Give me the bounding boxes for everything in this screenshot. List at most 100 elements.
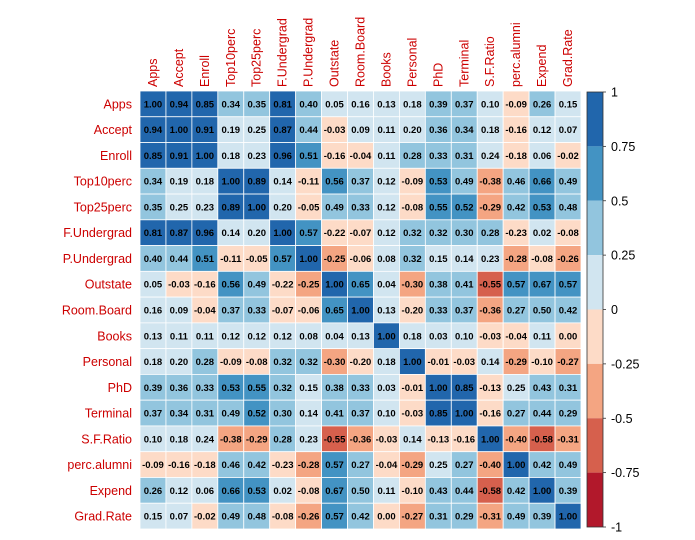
column-label: Terminal [457, 40, 471, 87]
cell-value-label: 0.66 [533, 177, 552, 188]
heatmap-cell [450, 399, 478, 427]
heatmap-cell [217, 219, 245, 246]
cell-value-label: -0.13 [479, 383, 501, 394]
cell-value-label: 0.67 [325, 486, 344, 497]
cell-value-label: 0.42 [533, 460, 552, 471]
heatmap-cell [399, 477, 426, 504]
cell-value-label: -0.04 [505, 331, 527, 342]
legend-tick-label: 0.75 [611, 140, 635, 154]
heatmap-cell [321, 90, 348, 118]
cell-value-label: 1.00 [196, 151, 215, 162]
heatmap-cell [424, 399, 452, 427]
heatmap-cell [269, 425, 297, 453]
cell-value-label: 0.32 [403, 228, 422, 239]
cell-value-label: -0.30 [324, 357, 346, 368]
cell-value-label: 0.49 [559, 177, 578, 188]
cell-value-label: 0.06 [533, 151, 552, 162]
heatmap-cell [269, 348, 297, 375]
heatmap-cell [450, 193, 478, 221]
cell-value-label: 0.65 [351, 280, 370, 291]
heatmap-cell [295, 193, 322, 221]
cell-value-label: 0.42 [507, 202, 526, 213]
column-label: Expend [535, 45, 549, 87]
cell-value-label: 0.13 [351, 331, 370, 342]
cell-value-label: 0.11 [377, 125, 396, 136]
cell-value-label: 0.28 [481, 228, 500, 239]
cell-value-label: 0.39 [144, 383, 163, 394]
cell-value-label: -0.16 [453, 434, 475, 445]
cell-value-label: 0.57 [325, 460, 344, 471]
heatmap-cell [321, 348, 348, 375]
heatmap-cell [217, 399, 245, 427]
heatmap-cell [554, 477, 582, 504]
cell-value-label: -0.36 [350, 434, 372, 445]
heatmap-cell [450, 425, 478, 453]
cell-value-label: 0.27 [507, 306, 526, 317]
heatmap-cell [217, 425, 245, 453]
heatmap-cell [191, 296, 219, 324]
heatmap-cell [295, 296, 322, 324]
row-label: P.Undergrad [63, 252, 132, 266]
heatmap-cell [191, 348, 219, 375]
cell-value-label: -0.38 [220, 434, 242, 445]
heatmap-cell [191, 502, 219, 530]
cell-value-label: 0.87 [170, 228, 189, 239]
cell-value-label: -0.29 [479, 202, 501, 213]
heatmap-cell [321, 167, 348, 195]
cell-value-label: 0.49 [559, 460, 578, 471]
cell-value-label: 0.87 [273, 125, 292, 136]
heatmap-cell [450, 167, 478, 195]
cell-value-label: 0.46 [507, 177, 526, 188]
row-label: Terminal [85, 407, 132, 421]
cell-value-label: 0.39 [429, 99, 448, 110]
heatmap-cell [321, 451, 348, 478]
heatmap-cell [450, 245, 478, 272]
cell-value-label: 0.85 [196, 99, 215, 110]
cell-value-label: -0.01 [402, 383, 424, 394]
cell-value-label: 0.81 [273, 99, 292, 110]
row-label: Room.Board [62, 304, 132, 318]
heatmap-cell [450, 296, 478, 324]
cell-value-label: 0.40 [144, 254, 163, 265]
cell-value-label: 0.38 [429, 280, 448, 291]
heatmap-cell [217, 270, 245, 298]
cell-value-label: 0.05 [144, 280, 163, 291]
cell-value-label: 0.18 [403, 99, 422, 110]
row-label: Outstate [85, 278, 132, 292]
cell-value-label: 0.27 [507, 409, 526, 420]
heatmap-cell [476, 116, 504, 143]
cell-value-label: 0.49 [222, 409, 241, 420]
cell-value-label: -0.22 [324, 228, 346, 239]
heatmap-cell [424, 348, 452, 375]
cell-value-label: 0.31 [559, 383, 578, 394]
cell-value-label: 0.20 [170, 357, 189, 368]
heatmap-cell [399, 451, 426, 478]
heatmap-cell [139, 374, 167, 401]
heatmap-cell [373, 270, 400, 298]
cell-value-label: 0.12 [533, 125, 552, 136]
heatmap-cell [139, 270, 167, 298]
cell-value-label: -0.23 [272, 460, 294, 471]
legend-color-bin [587, 146, 603, 201]
cell-value-label: 0.91 [196, 125, 215, 136]
cell-value-label: -0.08 [557, 228, 579, 239]
row-label: perc.alumni [67, 458, 132, 472]
cell-value-label: 0.33 [429, 306, 448, 317]
heatmap-cell [424, 90, 452, 118]
cell-value-label: 0.35 [247, 99, 266, 110]
column-label: S.F.Ratio [483, 36, 497, 87]
cell-value-label: -0.03 [376, 434, 398, 445]
cell-value-label: 0.06 [196, 486, 215, 497]
heatmap-cell [165, 245, 193, 272]
cell-value-label: 0.18 [222, 151, 241, 162]
heatmap-cell [373, 399, 400, 427]
heatmap-cell [217, 374, 245, 401]
cell-value-label: -0.30 [402, 280, 424, 291]
cell-value-label: 0.14 [481, 357, 500, 368]
cell-value-label: 0.30 [273, 409, 292, 420]
heatmap-cell [321, 193, 348, 221]
heatmap-cell [165, 502, 193, 530]
heatmap-cell [476, 90, 504, 118]
cell-value-label: 0.29 [455, 512, 474, 523]
cell-value-label: -0.22 [272, 280, 294, 291]
